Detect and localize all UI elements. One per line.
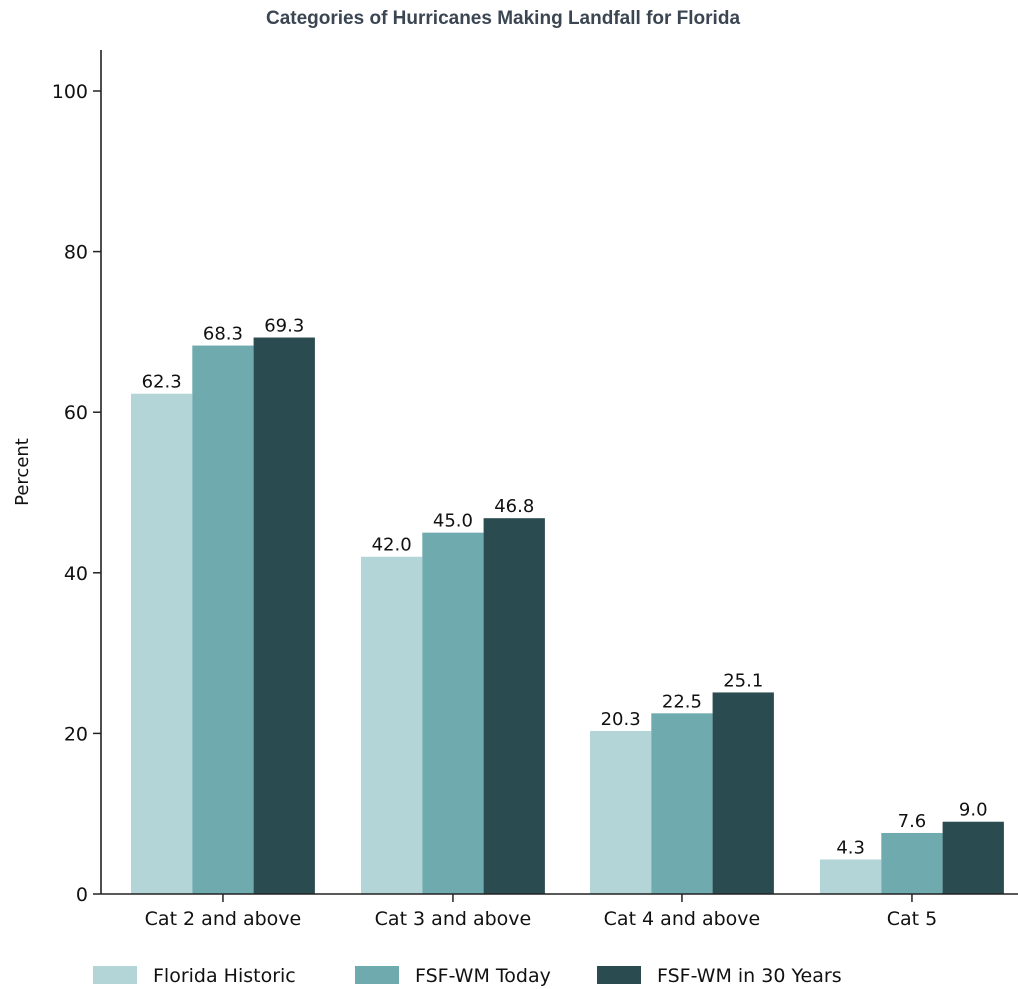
legend: Florida Historic FSF-WM Today FSF-WM in 30… xyxy=(93,965,842,987)
y-tick-label: 0 xyxy=(76,884,88,906)
bar xyxy=(131,393,193,894)
bar-value-label: 68.3 xyxy=(203,324,243,345)
y-ticks-layer: 0 20 40 60 80 100 xyxy=(52,81,101,906)
x-tick-label: Cat 2 and above xyxy=(145,908,302,930)
legend-swatch xyxy=(93,966,137,984)
legend-label: FSF-WM Today xyxy=(415,965,551,987)
bar xyxy=(881,832,943,894)
bar xyxy=(422,532,484,894)
bar-value-label: 69.3 xyxy=(264,316,304,337)
bars-layer xyxy=(131,337,1004,894)
bar xyxy=(253,337,315,894)
bar-value-label: 42.0 xyxy=(372,535,412,556)
bar xyxy=(820,859,882,894)
bar xyxy=(942,821,1004,894)
chart-title: Categories of Hurricanes Making Landfall… xyxy=(265,8,741,29)
bar xyxy=(712,692,774,894)
bar-value-label: 46.8 xyxy=(494,496,534,517)
bar-value-label: 20.3 xyxy=(601,709,641,730)
bar xyxy=(361,556,423,894)
y-tick-label: 80 xyxy=(64,242,88,264)
x-tick-label: Cat 4 and above xyxy=(604,908,761,930)
legend-label: FSF-WM in 30 Years xyxy=(657,965,842,987)
bar-value-label: 62.3 xyxy=(142,372,182,393)
bar-value-label: 22.5 xyxy=(662,691,702,712)
legend-swatch xyxy=(597,966,641,984)
x-tick-label: Cat 3 and above xyxy=(375,908,532,930)
y-tick-label: 100 xyxy=(52,81,88,103)
bar-value-label: 25.1 xyxy=(723,670,763,691)
x-tick-label: Cat 5 xyxy=(887,908,938,930)
y-axis-label: Percent xyxy=(12,438,33,506)
bar xyxy=(192,345,254,894)
y-tick-label: 60 xyxy=(64,402,88,424)
bar xyxy=(590,730,652,894)
bar-value-label: 45.0 xyxy=(433,511,473,532)
legend-swatch xyxy=(355,966,399,984)
bar-value-label: 9.0 xyxy=(959,800,988,821)
y-tick-label: 40 xyxy=(64,563,88,585)
bar xyxy=(483,518,545,894)
bar-value-label: 4.3 xyxy=(836,837,865,858)
x-ticks-layer: Cat 2 and above Cat 3 and above Cat 4 and … xyxy=(145,894,938,930)
y-tick-label: 20 xyxy=(64,723,88,745)
bar-value-label: 7.6 xyxy=(898,811,927,832)
legend-label: Florida Historic xyxy=(153,965,296,987)
bar xyxy=(651,713,713,894)
value-labels-layer: 62.3 68.3 69.3 42.0 45.0 46.8 20.3 22.5 25.1 4.3 7… xyxy=(142,316,988,859)
